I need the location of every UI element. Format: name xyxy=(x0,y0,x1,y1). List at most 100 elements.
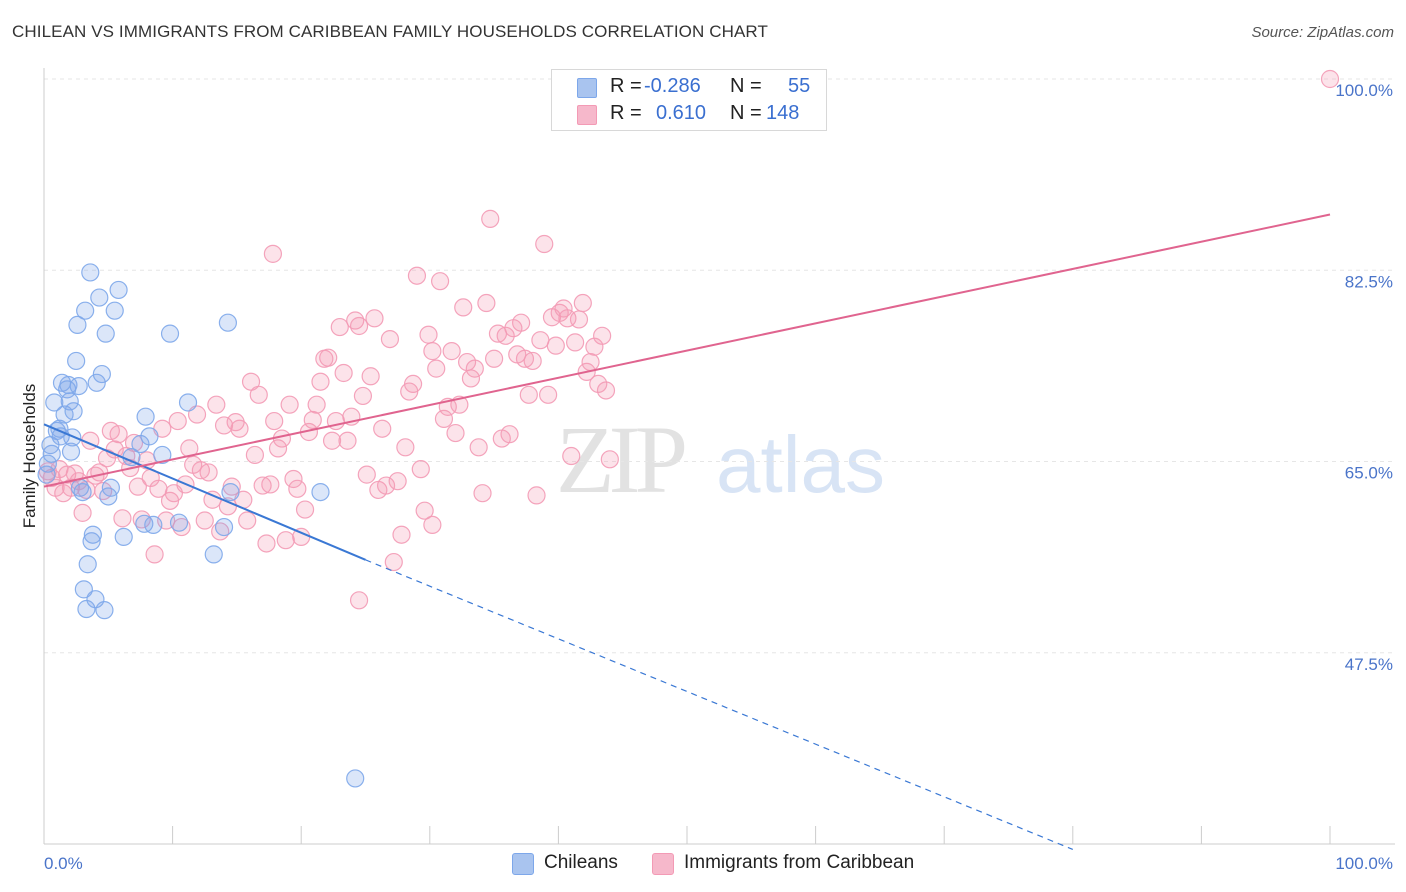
caribbean-point xyxy=(427,359,446,378)
chilean-point xyxy=(69,376,88,396)
caribbean-point xyxy=(214,416,234,435)
legend-r-label: R = xyxy=(610,102,642,124)
caribbean-point xyxy=(373,419,392,438)
caribbean-point xyxy=(423,342,442,361)
caribbean-point xyxy=(311,372,330,391)
caribbean-point xyxy=(263,244,283,263)
caribbean-point xyxy=(73,503,92,522)
caribbean-point xyxy=(388,472,407,491)
caribbean-point xyxy=(596,381,616,400)
chilean-trend-line xyxy=(43,423,366,561)
caribbean-point xyxy=(465,359,484,378)
source-label: Source: ZipAtlas.com xyxy=(1251,24,1394,41)
gridlines xyxy=(44,78,1395,654)
chart-title: CHILEAN VS IMMIGRANTS FROM CARIBBEAN FAM… xyxy=(12,22,768,41)
caribbean-point xyxy=(415,501,434,520)
caribbean-point xyxy=(531,331,550,350)
legend-n-label: N = xyxy=(730,102,762,124)
caribbean-point xyxy=(319,348,338,367)
chilean-point xyxy=(61,442,81,461)
caribbean-point xyxy=(128,477,147,496)
chilean-point xyxy=(82,532,101,551)
legend-swatch-caribbean xyxy=(577,105,597,125)
caribbean-point xyxy=(535,234,554,254)
caribbean-point xyxy=(380,330,400,349)
caribbean-point xyxy=(257,534,276,553)
caribbean-point xyxy=(573,293,592,313)
caribbean-point xyxy=(187,405,207,424)
caribbean-point xyxy=(473,484,492,503)
caribbean-point xyxy=(461,369,481,388)
legend-n-label: N = xyxy=(730,75,762,97)
correlation-legend: R = -0.286 N = 55 R = 0.610 N = 148 xyxy=(551,69,827,131)
caribbean-point xyxy=(276,531,295,550)
chilean-point xyxy=(140,427,159,446)
caribbean-point xyxy=(284,469,303,489)
chilean-point xyxy=(63,428,82,447)
watermark-atlas: atlas xyxy=(716,420,885,509)
chilean-point xyxy=(73,483,92,502)
caribbean-point xyxy=(334,363,353,383)
caribbean-point xyxy=(365,309,384,328)
caribbean-point xyxy=(519,385,538,404)
caribbean-point xyxy=(253,476,272,495)
caribbean-point xyxy=(566,333,585,352)
chilean-point xyxy=(83,525,102,544)
caribbean-point xyxy=(403,374,423,394)
caribbean-point xyxy=(268,439,288,458)
caribbean-point xyxy=(330,317,349,337)
caribbean-point xyxy=(168,411,187,431)
caribbean-point xyxy=(357,465,376,484)
caribbean-point xyxy=(469,438,488,457)
caribbean-point xyxy=(295,500,315,519)
legend-row-caribbean: R = 0.610 N = 148 xyxy=(552,102,826,128)
caribbean-point xyxy=(446,423,465,443)
caribbean-trend-line xyxy=(43,213,1331,488)
caribbean-point xyxy=(265,411,284,431)
caribbean-point xyxy=(477,293,496,313)
bottom-legend-swatch-chileans xyxy=(512,853,534,875)
data-points xyxy=(37,69,1340,788)
chilean-point xyxy=(92,364,111,384)
caribbean-point xyxy=(376,476,396,495)
caribbean-point xyxy=(546,336,565,355)
chilean-point xyxy=(144,515,163,534)
chilean-point xyxy=(77,599,96,619)
caribbean-point xyxy=(527,486,546,505)
caribbean-point xyxy=(539,385,558,404)
chilean-point xyxy=(346,769,365,788)
chilean-point xyxy=(90,288,109,307)
caribbean-point xyxy=(195,511,214,530)
caribbean-point xyxy=(569,310,589,329)
tick-labels: 47.5% 65.0% 82.5% 100.0% 0.0% 100.0% xyxy=(44,81,1393,873)
caribbean-point xyxy=(113,509,132,528)
y-tick-label: 82.5% xyxy=(1345,272,1393,291)
chilean-point xyxy=(78,555,97,574)
legend-r-value: 0.610 xyxy=(656,102,707,124)
caribbean-point xyxy=(454,298,473,317)
caribbean-point xyxy=(353,386,373,406)
caribbean-point xyxy=(307,395,326,414)
caribbean-point xyxy=(581,352,600,372)
legend-swatch-chileans xyxy=(577,78,597,98)
legend-n-value: 148 xyxy=(766,102,800,124)
chilean-point xyxy=(76,301,95,320)
chilean-point xyxy=(87,373,106,392)
caribbean-point xyxy=(496,326,515,345)
caribbean-point xyxy=(230,419,249,438)
caribbean-point xyxy=(303,410,322,430)
caribbean-point xyxy=(434,409,454,428)
chilean-point xyxy=(101,478,120,497)
caribbean-point xyxy=(419,325,438,344)
caribbean-point xyxy=(407,266,427,285)
caribbean-point xyxy=(338,431,357,450)
y-tick-label: 100.0% xyxy=(1335,81,1393,100)
bottom-legend-label-caribbean: Immigrants from Caribbean xyxy=(684,852,915,873)
chilean-trend-extension xyxy=(365,559,1074,851)
chilean-point xyxy=(64,402,83,421)
caribbean-point xyxy=(199,463,218,482)
caribbean-point xyxy=(500,425,519,444)
caribbean-point xyxy=(396,438,415,457)
chilean-point xyxy=(311,483,330,502)
